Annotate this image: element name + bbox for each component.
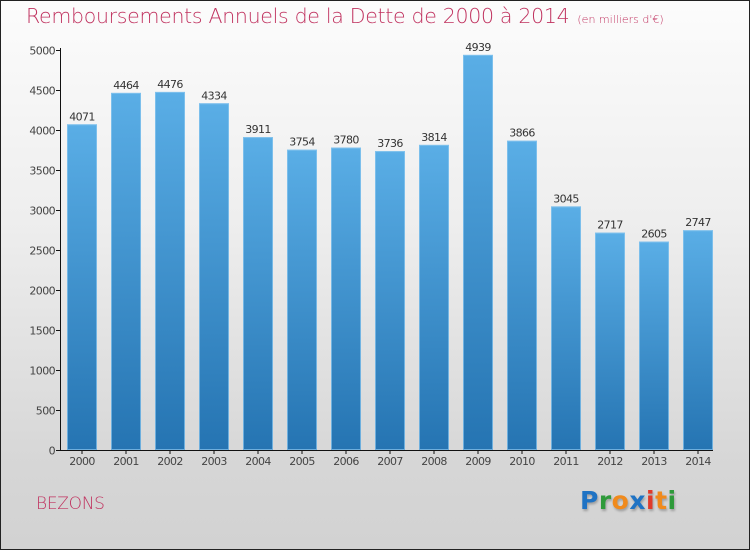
- bar-highlight: [551, 206, 581, 450]
- y-tick-label: 500: [36, 405, 56, 418]
- bar-2004: [243, 137, 273, 450]
- bar-highlight: [419, 144, 449, 450]
- bar-2011: [551, 206, 581, 450]
- y-tick-label: 4000: [29, 125, 55, 138]
- chart-title-text: Remboursements Annuels de la Dette de 20…: [26, 4, 570, 28]
- bar-2010: [507, 140, 537, 450]
- bar-value-label: 3814: [421, 131, 447, 144]
- bar-highlight: [595, 232, 625, 450]
- logo-letter: P: [580, 486, 599, 515]
- chart-unit-note: (en milliers d'€): [577, 13, 664, 26]
- bar-2009: [463, 54, 493, 450]
- logo-letter: r: [598, 486, 612, 515]
- x-tick-label: 2000: [69, 455, 95, 468]
- bar-highlight: [507, 140, 537, 450]
- x-tick-label: 2001: [113, 455, 139, 468]
- bar-2008: [419, 144, 449, 450]
- x-tick-label: 2004: [245, 455, 271, 468]
- logo-letter: i: [646, 486, 656, 515]
- bar-2012: [595, 232, 625, 450]
- bar-value-label: 3780: [333, 134, 359, 147]
- proxiti-logo: Proxiti: [580, 486, 677, 515]
- y-tick-label: 2500: [29, 245, 55, 258]
- bar-highlight: [375, 151, 405, 450]
- x-tick-label: 2011: [553, 455, 579, 468]
- x-tick-label: 2003: [201, 455, 227, 468]
- bar-value-label: 3866: [509, 127, 535, 140]
- bar-value-label: 2605: [641, 228, 667, 241]
- bar-highlight: [287, 149, 317, 450]
- x-tick-label: 2005: [289, 455, 315, 468]
- y-tick-label: 1500: [29, 325, 55, 338]
- bar-2002: [155, 91, 185, 451]
- bar-value-label: 3911: [245, 123, 271, 136]
- y-tick-label: 2000: [29, 285, 55, 298]
- bar-highlight: [111, 92, 141, 450]
- city-name: BEZONS: [36, 494, 105, 514]
- x-tick-label: 2012: [597, 455, 623, 468]
- bar-2014: [683, 230, 713, 450]
- bar-value-label: 3754: [289, 136, 315, 149]
- bar-highlight: [331, 147, 361, 450]
- bar-2007: [375, 151, 405, 450]
- bar-highlight: [243, 137, 273, 450]
- bar-value-label: 4071: [69, 110, 95, 123]
- x-tick-label: 2010: [509, 455, 535, 468]
- bar-value-label: 4476: [157, 78, 183, 91]
- y-tick-label: 5000: [29, 45, 55, 58]
- bar-value-label: 3736: [377, 137, 403, 150]
- logo-letter: x: [629, 486, 646, 515]
- bar-value-label: 2747: [685, 216, 711, 229]
- y-tick-label: 0: [49, 445, 56, 458]
- x-tick-label: 2008: [421, 455, 447, 468]
- bar-2013: [639, 241, 669, 450]
- bar-highlight: [199, 103, 229, 450]
- bar-highlight: [67, 124, 97, 450]
- bars-group: 4071 4464 4476 4334 3911 3754 3780 3736 3814 4939…: [67, 41, 713, 451]
- logo-letter: t: [655, 486, 668, 515]
- axes-group: 2000 2001 2002 2003 2004 2005 2006 2007 2008 2009…: [29, 45, 713, 468]
- x-tick-label: 2014: [685, 455, 711, 468]
- y-tick-label: 4500: [29, 85, 55, 98]
- x-tick-label: 2009: [465, 455, 491, 468]
- bar-value-label: 2717: [597, 219, 623, 232]
- bar-value-label: 4464: [113, 79, 139, 92]
- bar-2006: [331, 147, 361, 450]
- x-tick-label: 2006: [333, 455, 359, 468]
- bar-highlight: [155, 91, 185, 450]
- bar-2001: [111, 92, 141, 450]
- logo-letter: i: [667, 486, 677, 515]
- bar-2003: [199, 103, 229, 450]
- y-tick-label: 3500: [29, 165, 55, 178]
- bar-highlight: [639, 241, 669, 450]
- x-tick-label: 2007: [377, 455, 403, 468]
- x-tick-label: 2013: [641, 455, 667, 468]
- bar-highlight: [683, 230, 713, 450]
- y-tick-label: 1000: [29, 365, 55, 378]
- bar-value-label: 3045: [553, 192, 579, 205]
- bar-2005: [287, 149, 317, 450]
- bar-value-label: 4939: [465, 41, 491, 54]
- logo-letter: o: [611, 486, 630, 515]
- chart-title: Remboursements Annuels de la Dette de 20…: [26, 4, 664, 28]
- bar-2000: [67, 124, 97, 450]
- x-tick-label: 2002: [157, 455, 183, 468]
- bar-value-label: 4334: [201, 89, 227, 102]
- y-tick-label: 3000: [29, 205, 55, 218]
- bar-highlight: [463, 54, 493, 450]
